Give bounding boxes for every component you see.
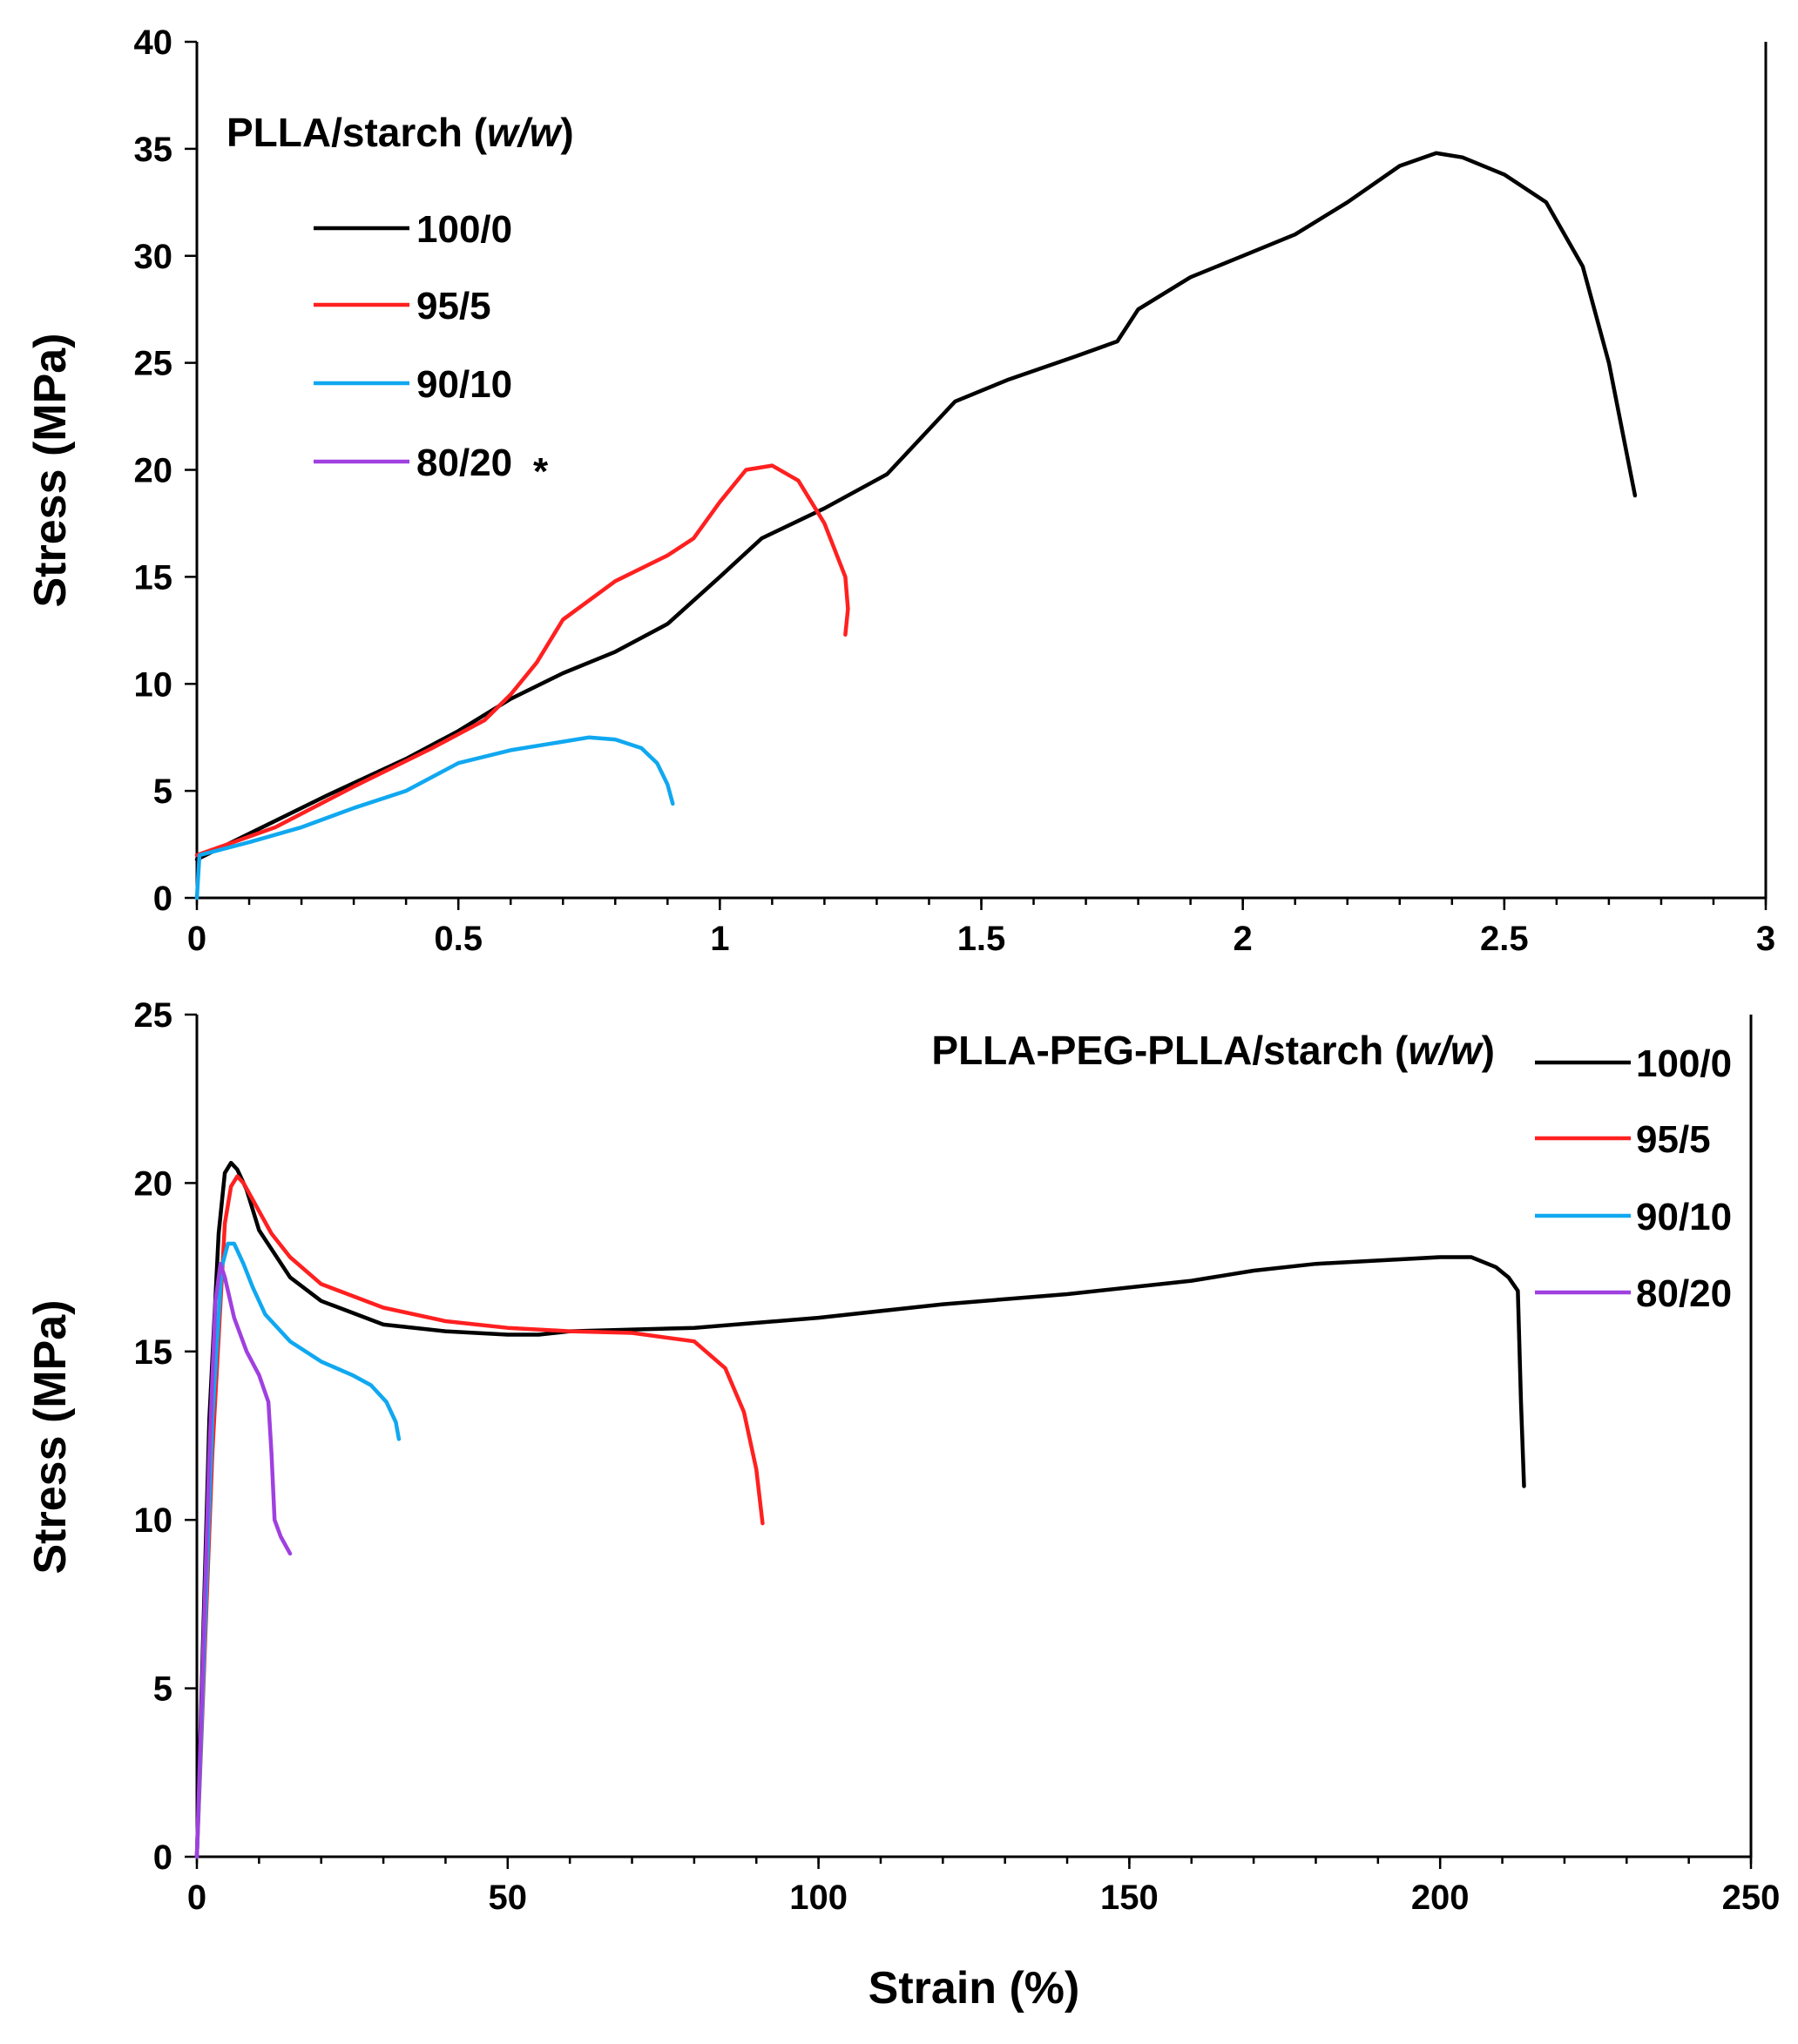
x-tick-label: 50 xyxy=(489,1879,528,1917)
legend-title-main-top: PLLA/starch ( xyxy=(226,110,488,155)
legend-label-80-20-top: 80/20 xyxy=(416,442,512,484)
x-tick-label: 2.5 xyxy=(1480,920,1529,958)
y-tick-label: 25 xyxy=(134,996,173,1035)
legend-label-80-20-bottom: 80/20 xyxy=(1636,1272,1732,1315)
x-tick-label: 0 xyxy=(187,920,206,958)
y-tick-label: 30 xyxy=(134,238,173,276)
legend-top: PLLA/starch (w/w) 100/0 95/5 90/10 80/20… xyxy=(226,110,574,493)
series-lines-bottom xyxy=(194,1160,1526,1859)
y-axis-title-bottom: Stress (MPa) xyxy=(25,1300,76,1575)
y-tick-label: 0 xyxy=(153,880,172,918)
x-tick-label: 150 xyxy=(1100,1879,1159,1917)
y-tick-label: 10 xyxy=(134,665,173,704)
series-line-95-5 xyxy=(194,1174,765,1859)
legend-title-top: PLLA/starch (w/w) xyxy=(226,110,574,155)
legend-label-90-10-bottom: 90/10 xyxy=(1636,1196,1732,1238)
legend-asterisk: * xyxy=(533,450,549,493)
y-tick-label: 40 xyxy=(134,24,173,62)
legend-title-italic-top: w/w xyxy=(487,110,564,155)
series-line-90-10 xyxy=(194,1241,402,1859)
x-axis-title: Strain (%) xyxy=(869,1963,1080,2014)
y-tick-label: 20 xyxy=(134,1164,173,1203)
series-line-95-5 xyxy=(194,463,850,858)
x-tick-label: 0 xyxy=(187,1879,206,1917)
y-tick-label: 10 xyxy=(134,1501,173,1540)
series-line-100-0 xyxy=(194,1160,1526,1859)
tick-labels-bottom: 0 50 100 150 200 250 0 5 10 15 20 25 xyxy=(134,996,1781,1917)
legend-title-bottom: PLLA-PEG-PLLA/starch (w/w) xyxy=(931,1028,1495,1073)
legend-label-100-0-top: 100/0 xyxy=(416,208,512,251)
x-tick-label: 200 xyxy=(1411,1879,1470,1917)
series-line-90-10 xyxy=(194,735,675,901)
x-tick-label: 0.5 xyxy=(434,920,483,958)
series-line-80-20 xyxy=(194,1261,293,1859)
y-tick-label: 20 xyxy=(134,452,173,490)
legend-title-italic-bottom: w/w xyxy=(1408,1028,1484,1073)
legend-title-main-bottom: PLLA-PEG-PLLA/starch ( xyxy=(931,1028,1409,1073)
series-line-100-0 xyxy=(194,151,1638,862)
y-tick-label: 5 xyxy=(153,1670,172,1709)
y-tick-label: 35 xyxy=(134,131,173,169)
series-lines-top xyxy=(194,151,1638,901)
y-tick-label: 25 xyxy=(134,345,173,383)
x-tick-label: 1 xyxy=(710,920,729,958)
legend-label-95-5-top: 95/5 xyxy=(416,285,491,327)
legend-bottom: PLLA-PEG-PLLA/starch (w/w) 100/0 95/5 90… xyxy=(931,1028,1732,1315)
x-tick-label: 2 xyxy=(1234,920,1253,958)
plot-frame-bottom xyxy=(195,1015,1753,1858)
y-tick-label: 0 xyxy=(153,1838,172,1877)
legend-title-close-top: ) xyxy=(560,110,573,155)
x-tick-label: 100 xyxy=(789,1879,848,1917)
legend-label-100-0-bottom: 100/0 xyxy=(1636,1042,1732,1085)
legend-title-close-bottom: ) xyxy=(1482,1028,1495,1073)
tick-marks-top xyxy=(185,40,1768,910)
x-tick-label: 250 xyxy=(1722,1879,1781,1917)
y-tick-label: 15 xyxy=(134,1333,173,1372)
x-tick-label: 1.5 xyxy=(957,920,1006,958)
x-tick-label: 3 xyxy=(1756,920,1775,958)
y-tick-label: 15 xyxy=(134,558,173,597)
tick-marks-bottom xyxy=(185,1013,1753,1869)
legend-label-95-5-bottom: 95/5 xyxy=(1636,1118,1711,1161)
legend-label-90-10-top: 90/10 xyxy=(416,363,512,406)
panel-plla-peg-plla-starch: 0 50 100 150 200 250 0 5 10 15 20 25 Stress (MPa) S… xyxy=(25,996,1780,2014)
y-axis-title-top: Stress (MPa) xyxy=(25,334,76,608)
y-tick-label: 5 xyxy=(153,772,172,811)
